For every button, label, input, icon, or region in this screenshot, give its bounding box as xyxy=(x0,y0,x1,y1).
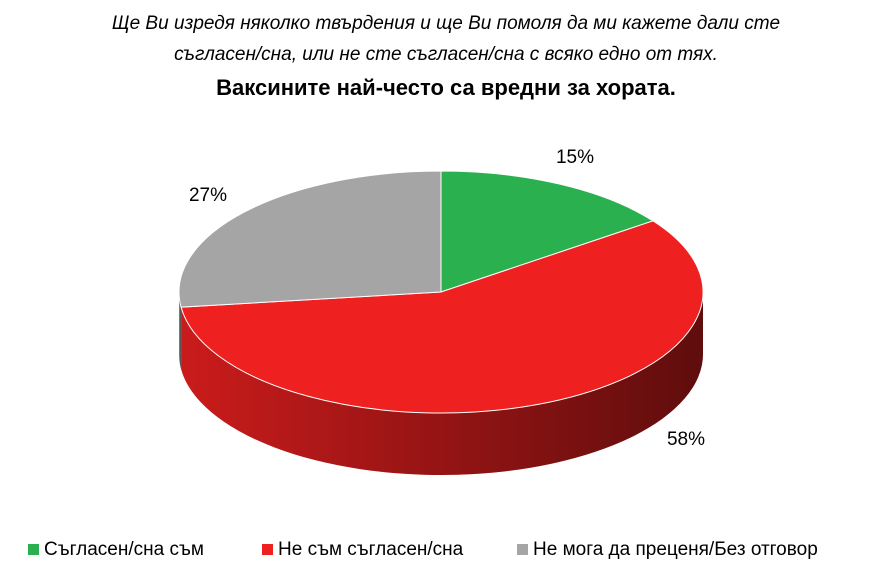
slice xyxy=(440,170,655,293)
legend-label: Съгласен/сна съм xyxy=(44,539,204,560)
legend-label: Не съм съгласен/сна xyxy=(278,539,464,560)
slice-side-shade xyxy=(179,292,182,370)
data-label: 27% xyxy=(189,185,227,206)
chart-title: Ваксините най-често са вредни за хората. xyxy=(216,75,676,100)
legend-label: Не мога да преценя/Без отговор xyxy=(533,539,818,560)
legend-swatch xyxy=(262,544,273,555)
data-label: 58% xyxy=(667,429,705,450)
slice xyxy=(178,170,442,308)
slice xyxy=(180,220,704,414)
subtitle-line: Ще Ви изредя няколко твърдения и ще Ви п… xyxy=(112,13,780,34)
slice-side-shade xyxy=(181,292,704,475)
legend-swatch xyxy=(517,544,528,555)
data-label: 15% xyxy=(556,147,594,168)
legend-swatch xyxy=(28,544,39,555)
subtitle-line: съгласен/сна, или не сте съгласен/сна с … xyxy=(174,44,718,65)
